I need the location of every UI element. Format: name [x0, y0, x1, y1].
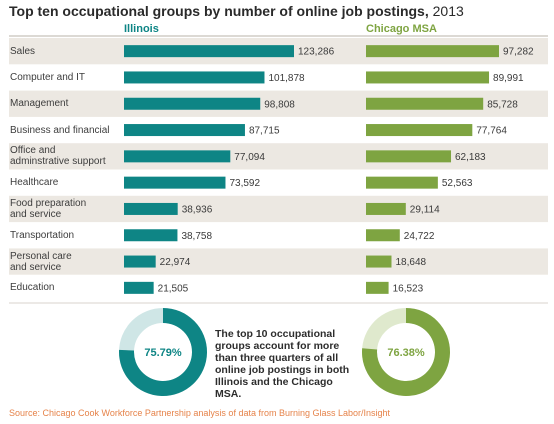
chicago-bar — [366, 255, 392, 268]
chicago-bar-value: 24,722 — [404, 231, 435, 242]
chicago-bar-value: 85,728 — [487, 99, 518, 110]
source-note: Source: Chicago Cook Workforce Partnersh… — [9, 408, 391, 418]
row-stripe — [9, 195, 548, 223]
chicago-bar-value: 77,764 — [476, 126, 507, 137]
illinois-bar-value: 77,094 — [234, 152, 265, 163]
category-label: Computer and IT — [10, 71, 86, 83]
category-label: Food preparation and service — [10, 197, 87, 220]
category-label: Education — [10, 282, 55, 294]
chicago-bar-value: 52,563 — [442, 178, 473, 189]
chicago-bar-value: 18,648 — [395, 257, 426, 268]
category-label: Healthcare — [10, 177, 59, 189]
illinois-donut-slice — [119, 308, 207, 396]
category-label: Management — [10, 98, 69, 110]
category-label: Sales — [10, 45, 36, 57]
chicago-bar — [366, 176, 438, 189]
category-label: Office and adminstrative support — [10, 145, 106, 168]
chicago-bar — [366, 229, 400, 242]
illinois-bar-value: 101,878 — [268, 73, 305, 84]
chicago-donut-slice — [361, 308, 450, 396]
illinois-bar — [124, 45, 294, 58]
illinois-donut-label: 75.79% — [144, 347, 182, 359]
illinois-bar — [124, 150, 231, 163]
chicago-bar — [366, 150, 452, 163]
chicago-bar — [366, 71, 490, 84]
category-label: Personal care and service — [10, 250, 72, 273]
illinois-bar-value: 22,974 — [160, 257, 191, 268]
chicago-bar — [366, 124, 473, 137]
illinois-column-header: Illinois — [124, 23, 159, 35]
chicago-bar — [366, 97, 484, 110]
illinois-bar-value: 21,505 — [158, 283, 189, 294]
chicago-bar-value: 16,523 — [393, 283, 424, 294]
illinois-bar-value: 38,758 — [181, 231, 212, 242]
chart-title-year: 2013 — [428, 3, 464, 19]
chicago-bar — [366, 45, 499, 58]
category-label: Transportation — [10, 229, 75, 241]
illinois-bar — [124, 97, 261, 110]
illinois-bar-value: 73,592 — [229, 178, 260, 189]
chicago-bar — [366, 202, 406, 215]
chicago-donut-label: 76.38% — [387, 347, 425, 359]
category-label: Business and financial — [10, 124, 110, 136]
chart-title-main: Top ten occupational groups by number of… — [9, 3, 429, 19]
chicago-bar — [366, 281, 389, 294]
illinois-bar — [124, 255, 156, 268]
row-stripe — [9, 248, 548, 275]
chicago-bar-value: 29,114 — [410, 204, 440, 215]
illinois-bar — [124, 229, 178, 242]
illinois-bar — [124, 176, 226, 189]
chicago-bar-value: 62,183 — [455, 152, 486, 163]
chicago-bar-value: 97,282 — [503, 47, 534, 58]
illinois-bar — [124, 202, 178, 215]
illinois-bar-value: 38,936 — [182, 204, 213, 215]
illinois-bar-value: 123,286 — [298, 47, 335, 58]
illinois-bar-value: 87,715 — [249, 126, 280, 137]
illinois-bar-value: 98,808 — [264, 99, 295, 110]
illinois-bar — [124, 281, 154, 294]
chicago-column-header: Chicago MSA — [366, 23, 437, 35]
chart-title: Top ten occupational groups by number of… — [9, 3, 464, 19]
row-stripe — [9, 143, 548, 170]
illinois-bar — [124, 124, 245, 137]
illinois-bar — [124, 71, 265, 84]
callout-text: The top 10 occupational groups account f… — [215, 328, 350, 400]
chicago-bar-value: 89,991 — [493, 73, 524, 84]
